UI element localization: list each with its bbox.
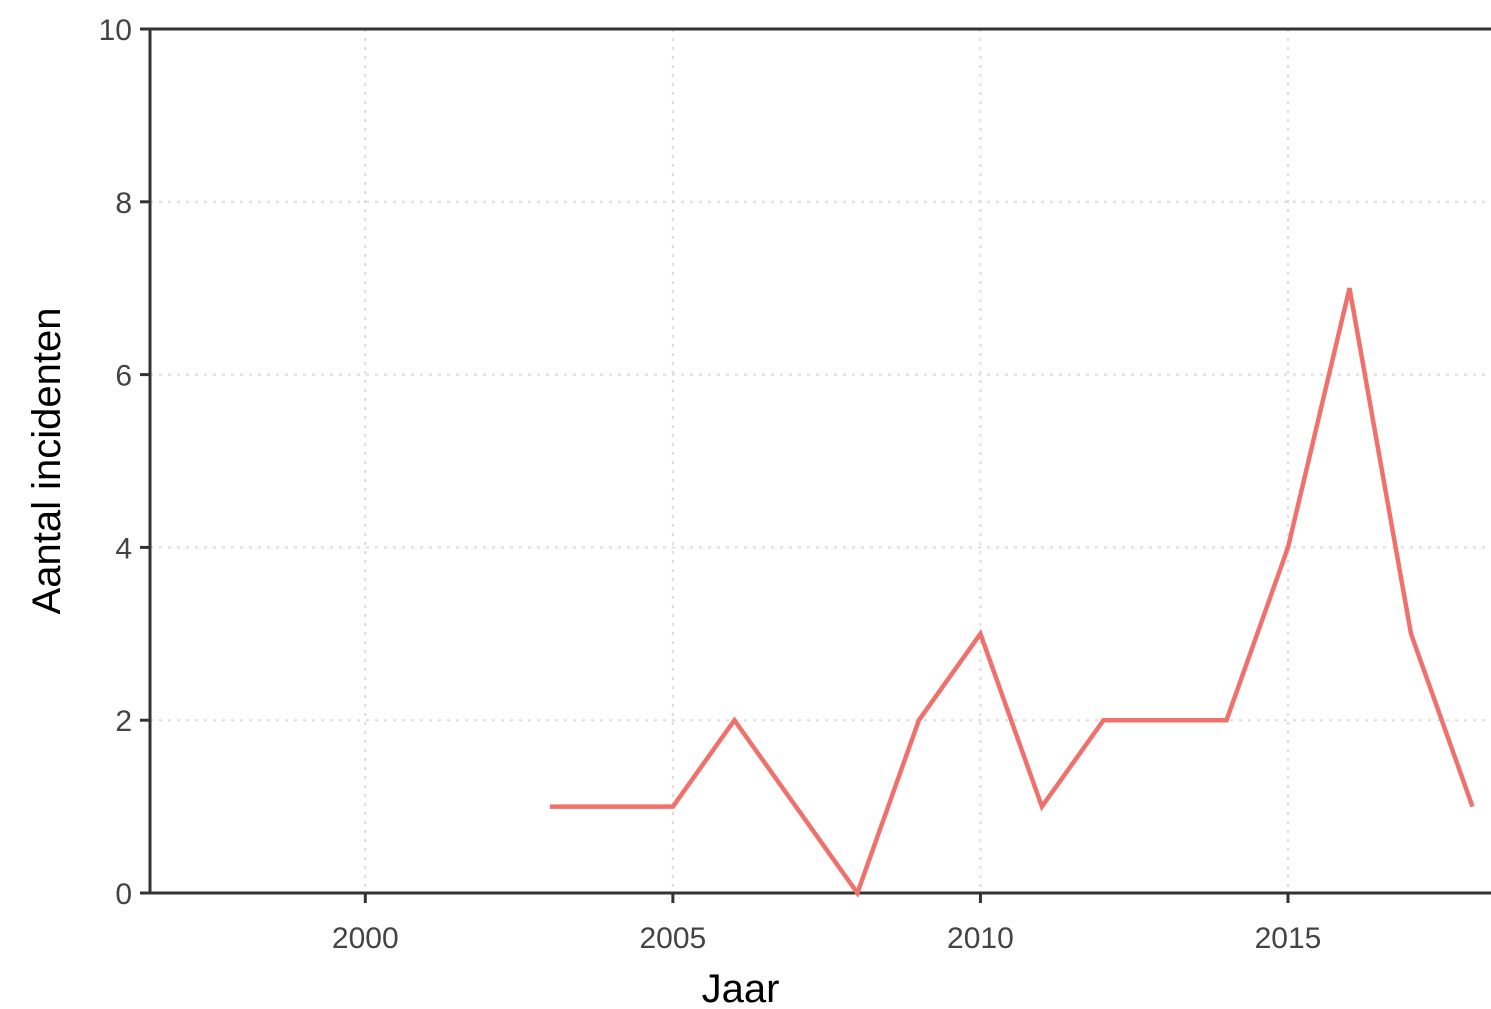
grid (150, 28, 1491, 894)
series (549, 287, 1475, 898)
x-tick-label: 2005 (639, 922, 706, 955)
x-tick-label: 2010 (947, 922, 1014, 955)
x-tick-label: 2015 (1255, 922, 1322, 955)
y-tick-label: 2 (115, 705, 132, 738)
y-tick-label: 4 (115, 532, 132, 565)
x-axis-title: Jaar (702, 967, 780, 1009)
ticks: 0 2 4 6 8 10 2000 2005 2010 2015 (99, 14, 1322, 955)
x-tick-label: 2000 (332, 922, 399, 955)
axes (148, 27, 1491, 895)
y-tick-label: 10 (99, 14, 132, 47)
y-tick-label: 6 (115, 360, 132, 393)
y-tick-label: 8 (115, 187, 132, 220)
series-line (549, 287, 1475, 898)
y-axis-title: Aantal incidenten (25, 308, 69, 615)
y-tick-label: 0 (115, 878, 132, 911)
